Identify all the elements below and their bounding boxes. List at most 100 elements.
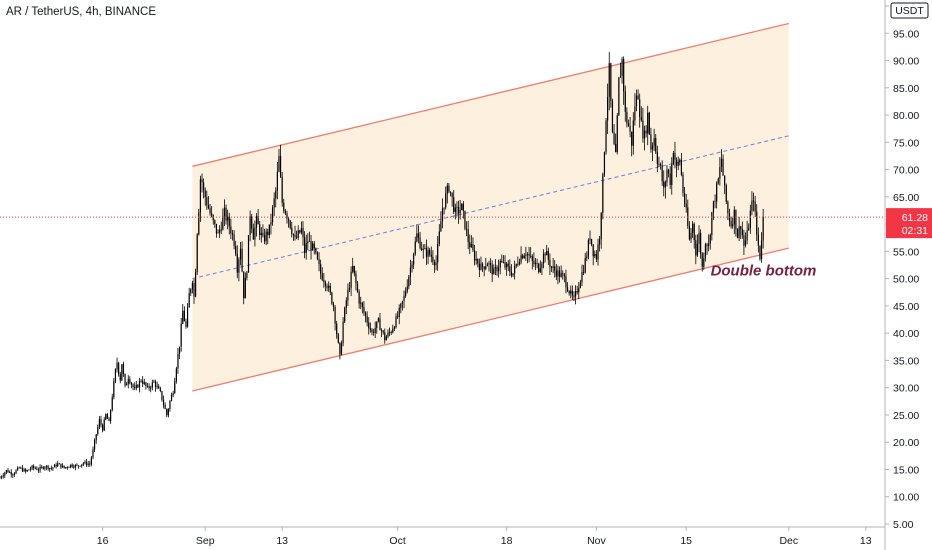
candle-body (162, 399, 165, 405)
candle-body (542, 253, 545, 264)
candle-body (400, 303, 402, 308)
candle-body (560, 273, 562, 278)
candle-body (262, 232, 264, 236)
candle-body (461, 203, 463, 210)
candle-body (44, 467, 46, 469)
candle-body (239, 248, 242, 260)
x-tick-label: 13 (276, 535, 288, 547)
candle-body (421, 248, 423, 250)
candle-body (605, 120, 607, 153)
candle-body (640, 116, 642, 121)
candle-body (570, 290, 572, 294)
candle-body (180, 323, 182, 347)
candle-body (491, 264, 493, 275)
candle-body (581, 272, 583, 283)
candle-body (74, 465, 76, 468)
candle-body (33, 465, 35, 468)
candles (0, 52, 764, 480)
candle-body (413, 254, 415, 265)
candle-body (613, 132, 615, 144)
y-tick-label: 30.00 (893, 383, 919, 395)
candle-body (34, 467, 36, 469)
candle-body (722, 158, 724, 176)
candle-body (148, 386, 150, 389)
candle-body (209, 208, 211, 214)
candle-body (158, 386, 160, 389)
candle-body (154, 381, 157, 388)
candle-body (302, 228, 304, 238)
y-tick-label: 65.00 (893, 192, 919, 204)
candle-body (231, 233, 234, 235)
candle-body (146, 385, 149, 387)
candle-body (73, 466, 75, 468)
candle-body (754, 201, 756, 212)
candle-body (512, 273, 514, 276)
candle-body (534, 262, 537, 264)
candle-body (504, 262, 506, 268)
candle-body (675, 159, 678, 166)
channel-upper-line[interactable] (192, 22, 789, 167)
candle-body (592, 244, 594, 257)
candle-body (156, 386, 158, 388)
symbol-legend[interactable]: AR / TetherUS, 4h, BINANCE (6, 6, 156, 18)
candle-body (142, 380, 144, 384)
candle-body (645, 130, 647, 134)
candle-body (227, 216, 229, 221)
currency-badge[interactable]: USDT (890, 2, 929, 19)
candle-body (624, 91, 626, 112)
candle-body (457, 206, 460, 214)
candle-body (539, 268, 541, 272)
y-tick-label: 25.00 (893, 410, 919, 422)
x-tick-label: 16 (97, 535, 109, 547)
candle-body (647, 112, 649, 134)
candle-body (680, 159, 682, 175)
channel-lower-line[interactable] (192, 247, 789, 392)
candle-body (279, 156, 282, 177)
double-bottom-annotation[interactable]: Double bottom (711, 262, 817, 279)
candle-body (594, 253, 596, 257)
candle-body (172, 393, 174, 395)
candle-body (627, 123, 630, 127)
channel-median-line[interactable] (192, 135, 789, 280)
candle-body (17, 467, 19, 471)
candle-body (368, 322, 370, 329)
candle-body (483, 266, 485, 269)
candle-body (13, 473, 16, 476)
candle-body (164, 404, 166, 409)
candle-body (20, 467, 22, 469)
candle-body (255, 216, 258, 228)
candle-body (300, 228, 303, 233)
candle-body (441, 208, 444, 222)
candle-body (339, 342, 341, 355)
candle-body (166, 408, 168, 416)
candle-body (58, 463, 60, 465)
y-tick-label: 5.00 (893, 519, 914, 531)
candle-body (31, 465, 33, 469)
candle-body (273, 198, 275, 208)
candle-body (257, 216, 259, 225)
candle-body (634, 106, 636, 121)
candle-body (9, 471, 11, 473)
candle-body (161, 390, 163, 400)
candle-body (356, 283, 359, 292)
y-tick-label: 55.00 (893, 246, 919, 258)
candle-body (510, 271, 513, 276)
candle-body (743, 235, 745, 246)
y-tick-label: 40.00 (893, 328, 919, 340)
candle-body (573, 295, 575, 297)
candle-body (730, 221, 732, 227)
candle-body (380, 330, 383, 331)
candle-body (509, 266, 511, 272)
candle-body (621, 59, 623, 77)
candle-body (233, 234, 235, 246)
candle-body (90, 457, 92, 465)
candle-body (451, 192, 453, 198)
candle-body (712, 201, 715, 213)
candle-body (579, 282, 581, 288)
x-tick-label: 15 (680, 535, 692, 547)
candle-body (748, 227, 750, 231)
candle-body (390, 332, 392, 333)
candle-body (159, 388, 161, 391)
